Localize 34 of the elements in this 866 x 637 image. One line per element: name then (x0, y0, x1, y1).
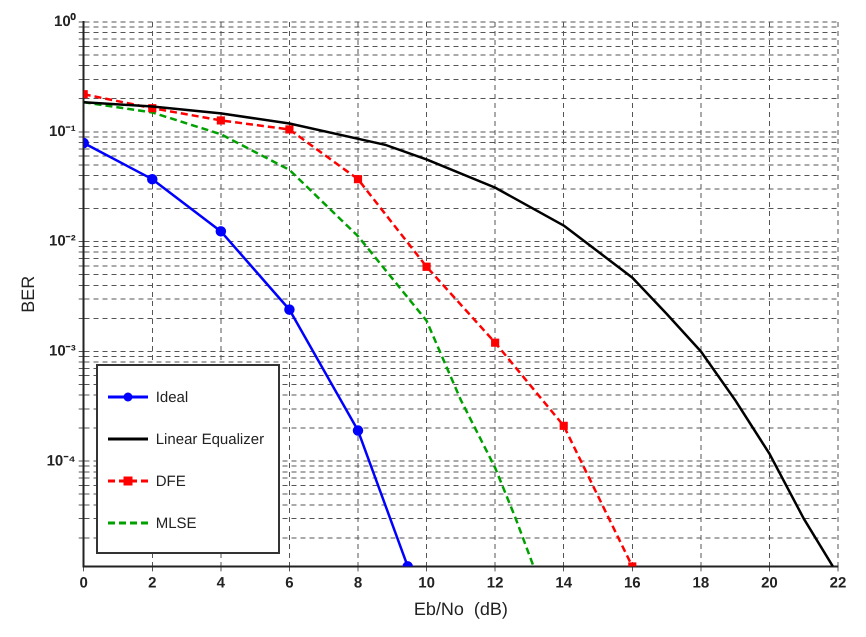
point (285, 125, 294, 134)
y-tick-label: 10⁻² (49, 232, 76, 250)
point (491, 338, 500, 347)
x-tick-label: 0 (80, 574, 88, 592)
y-tick-label: 10⁰ (54, 12, 77, 30)
y-tick-label: 10⁻¹ (49, 122, 76, 140)
y-axis-title: BER (18, 276, 38, 313)
point (147, 174, 158, 184)
x-axis-title: Eb/No (dB) (414, 599, 508, 620)
point (560, 422, 568, 430)
y-tick-label: 10⁻³ (49, 342, 76, 360)
x-tick-label: 4 (216, 574, 226, 592)
legend-label: Linear Equalizer (156, 430, 264, 448)
x-tick-label: 12 (486, 574, 504, 592)
point (216, 226, 226, 237)
x-tick-label: 20 (761, 574, 778, 592)
legend-label: Ideal (156, 388, 188, 406)
point (354, 175, 362, 184)
point (352, 425, 364, 436)
legend-label: DFE (156, 472, 186, 490)
point (216, 116, 225, 124)
x-tick-label: 6 (285, 574, 294, 592)
line-series (84, 100, 535, 566)
point (422, 262, 431, 271)
x-tick-label: 22 (830, 574, 846, 592)
x-tick-label: 10 (418, 574, 435, 592)
y-tick-label: 10⁻⁴ (46, 452, 76, 470)
x-tick-label: 8 (354, 574, 362, 592)
x-tick-label: 14 (555, 574, 573, 592)
x-tick-label: 16 (624, 574, 641, 592)
x-tick-label: 2 (148, 574, 156, 592)
legend-label: MLSE (156, 514, 197, 532)
point (284, 304, 295, 315)
x-tick-label: 18 (692, 574, 710, 592)
